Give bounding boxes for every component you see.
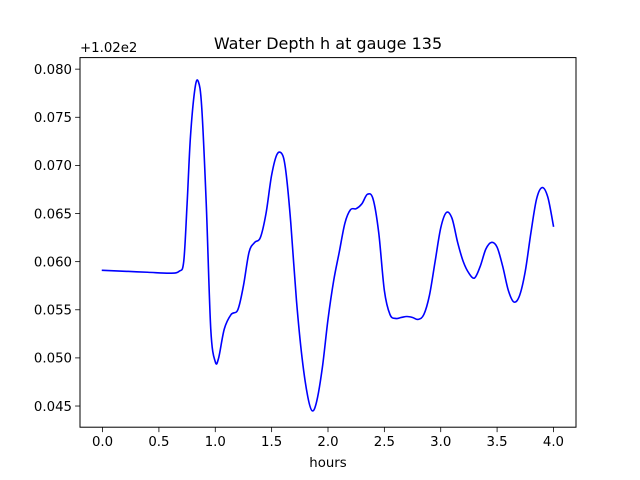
x-tick-label: 0.0 [92,435,113,450]
y-tick-label: 0.065 [34,207,72,222]
x-tick-label: 1.0 [205,435,226,450]
plot-area [101,79,555,412]
series-line [101,79,555,412]
y-tick-label: 0.070 [34,159,72,174]
y-axis: 0.045 0.050 0.055 0.060 0.065 0.070 0.075 0.080 [34,63,80,415]
x-axis-label: hours [309,456,346,471]
y-tick-label: 0.080 [34,63,72,78]
x-tick-label: 2.0 [317,435,338,450]
x-tick-label: 0.5 [148,435,169,450]
y-tick-label: 0.050 [34,352,72,367]
y-tick-label: 0.060 [34,255,72,270]
y-tick-label: 0.075 [34,111,72,126]
x-axis: 0.0 0.5 1.0 1.5 2.0 2.5 3.0 3.5 4.0 [92,427,564,450]
x-tick-label: 1.5 [261,435,282,450]
chart-title: Water Depth h at gauge 135 [214,34,442,53]
y-tick-label: 0.045 [34,400,72,415]
axes-frame [79,57,577,428]
x-tick-label: 3.5 [487,435,508,450]
x-tick-label: 2.5 [374,435,395,450]
y-axis-offset-label: +1.02e2 [80,41,137,56]
x-tick-label: 3.0 [430,435,451,450]
x-tick-label: 4.0 [543,435,564,450]
y-tick-label: 0.055 [34,304,72,319]
